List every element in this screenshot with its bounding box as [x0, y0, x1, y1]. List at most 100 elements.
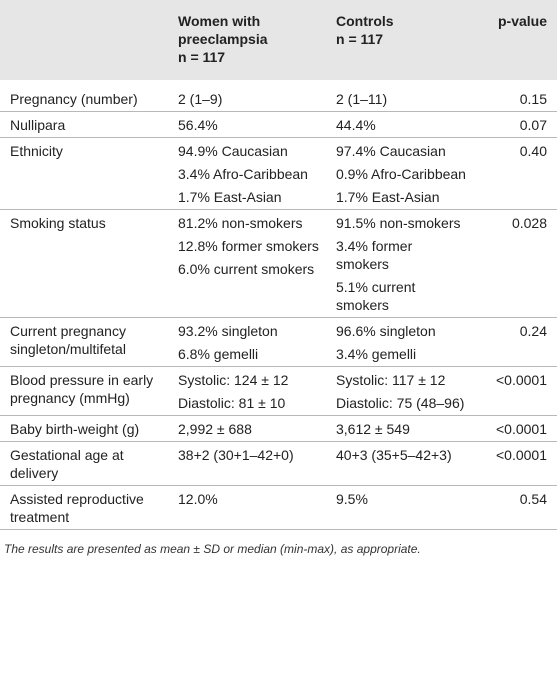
header-sub: n = 117 [178, 49, 226, 65]
cell-entry: <0.0001 [496, 421, 547, 437]
table-cell: 81.2% non-smokers 12.8% former smokers 6.0… [168, 209, 326, 318]
table-row: Assisted reproductive treatment 12.0% 9.5%… [0, 485, 557, 530]
cell-entry: 3,612 ± 549 [336, 421, 410, 437]
cell-entry: 9.5% [336, 491, 368, 507]
table-cell: 0.40 [473, 137, 557, 210]
table-cell: 3,612 ± 549 [326, 415, 473, 442]
table-cell: 38+2 (30+1–42+0) [168, 441, 326, 486]
cell-entry: Diastolic: 81 ± 10 [178, 395, 286, 411]
table-cell: 0.028 [473, 209, 557, 318]
table-cell: 93.2% singleton 6.8% gemelli [168, 317, 326, 367]
table-cell: 0.07 [473, 111, 557, 138]
cell-entry: 6.8% gemelli [178, 346, 259, 362]
table-row: Ethnicity 94.9% Caucasian 3.4% Afro-Caribb… [0, 137, 557, 210]
table-row: Current pregnancy singleton/multifetal 93… [0, 317, 557, 367]
table-cell: 0.24 [473, 317, 557, 367]
header-row: Women with preeclampsia n = 117 Controls n … [0, 0, 557, 80]
table-cell: Systolic: 124 ± 12 Diastolic: 81 ± 10 [168, 366, 326, 416]
table-cell: 91.5% non-smokers 3.4% former smokers 5.1%… [326, 209, 473, 318]
table-cell: 0.54 [473, 485, 557, 530]
table-cell: 2 (1–9) [168, 80, 326, 112]
row-label: Smoking status [0, 209, 168, 318]
table-cell: 2 (1–11) [326, 80, 473, 112]
cell-entry: 97.4% Caucasian [336, 143, 446, 159]
cell-entry: 0.028 [511, 215, 547, 231]
cell-entry: 0.40 [519, 143, 547, 159]
table-row: Pregnancy (number) 2 (1–9) 2 (1–11) 0.15 [0, 80, 557, 112]
cell-entry: 2 (1–9) [178, 91, 223, 107]
table-cell: 12.0% [168, 485, 326, 530]
row-label: Ethnicity [0, 137, 168, 210]
cell-entry: Systolic: 117 ± 12 [336, 372, 446, 388]
cell-entry: Diastolic: 75 (48–96) [336, 395, 465, 411]
table-row: Baby birth-weight (g) 2,992 ± 688 3,612 ± … [0, 415, 557, 442]
table-cell: 9.5% [326, 485, 473, 530]
table-body: Pregnancy (number) 2 (1–9) 2 (1–11) 0.15 Nul… [0, 80, 557, 530]
cell-entry: Baby birth-weight (g) [10, 421, 140, 437]
cell-entry: Smoking status [10, 215, 106, 231]
table-cell: 94.9% Caucasian 3.4% Afro-Caribbean 1.7% E… [168, 137, 326, 210]
table-cell: 40+3 (35+5–42+3) [326, 441, 473, 486]
cell-entry: Gestational age at delivery [10, 447, 124, 481]
row-label: Current pregnancy singleton/multifetal [0, 317, 168, 367]
table-header: Women with preeclampsia n = 117 Controls n … [0, 0, 557, 80]
header-title: Women with preeclampsia [178, 13, 268, 47]
table-cell: <0.0001 [473, 441, 557, 486]
cell-entry: 56.4% [178, 117, 218, 133]
cell-entry: 38+2 (30+1–42+0) [178, 447, 294, 463]
header-title: Controls [336, 13, 394, 29]
cell-entry: 3.4% gemelli [336, 346, 417, 362]
cell-entry: Ethnicity [10, 143, 63, 159]
cell-entry: 12.8% former smokers [178, 238, 319, 254]
cell-entry: 81.2% non-smokers [178, 215, 303, 231]
row-label: Assisted reproductive treatment [0, 485, 168, 530]
cell-entry: 0.15 [519, 91, 547, 107]
header-cell: Controls n = 117 [326, 0, 473, 80]
table-cell: 2,992 ± 688 [168, 415, 326, 442]
cell-entry: Systolic: 124 ± 12 [178, 372, 289, 388]
table-cell: Systolic: 117 ± 12 Diastolic: 75 (48–96) [326, 366, 473, 416]
header-cell: Women with preeclampsia n = 117 [168, 0, 326, 80]
table-cell: 97.4% Caucasian 0.9% Afro-Caribbean 1.7% E… [326, 137, 473, 210]
cell-entry: 0.07 [519, 117, 547, 133]
cell-entry: 6.0% current smokers [178, 261, 315, 277]
cell-entry: 44.4% [336, 117, 376, 133]
cell-entry: Assisted reproductive treatment [10, 491, 144, 525]
table-note: The results are presented as mean ± SD o… [4, 542, 421, 556]
header-cell: p-value [473, 0, 557, 80]
cell-entry: 93.2% singleton [178, 323, 278, 339]
data-table: Women with preeclampsia n = 117 Controls n … [0, 0, 557, 530]
row-label: Nullipara [0, 111, 168, 138]
cell-entry: 2 (1–11) [336, 91, 388, 107]
table-cell: <0.0001 [473, 415, 557, 442]
row-label: Baby birth-weight (g) [0, 415, 168, 442]
table-cell: 96.6% singleton 3.4% gemelli [326, 317, 473, 367]
cell-entry: 0.9% Afro-Caribbean [336, 166, 466, 182]
cell-entry: 0.54 [519, 491, 547, 507]
table-cell: <0.0001 [473, 366, 557, 416]
table-row: Blood pressure in early pregnancy (mmHg)… [0, 366, 557, 416]
cell-entry: Nullipara [10, 117, 66, 133]
cell-entry: Blood pressure in early pregnancy (mmHg) [10, 372, 154, 406]
cell-entry: <0.0001 [496, 372, 547, 388]
cell-entry: 12.0% [178, 491, 218, 507]
cell-entry: 94.9% Caucasian [178, 143, 288, 159]
cell-entry: 96.6% singleton [336, 323, 436, 339]
cell-entry: Current pregnancy singleton/multifetal [10, 323, 126, 357]
row-label: Pregnancy (number) [0, 80, 168, 112]
table-row: Gestational age at delivery 38+2 (30+1–42… [0, 441, 557, 486]
cell-entry: 1.7% East-Asian [336, 189, 440, 205]
cell-entry: 5.1% current smokers [336, 279, 416, 313]
table-cell: 44.4% [326, 111, 473, 138]
cell-entry: 2,992 ± 688 [178, 421, 252, 437]
cell-entry: 1.7% East-Asian [178, 189, 282, 205]
table-cell: 0.15 [473, 80, 557, 112]
cell-entry: 3.4% Afro-Caribbean [178, 166, 308, 182]
header-sub: n = 117 [336, 31, 384, 47]
cell-entry: Pregnancy (number) [10, 91, 138, 107]
cell-entry: 0.24 [519, 323, 547, 339]
cell-entry: 3.4% former smokers [336, 238, 413, 272]
row-label: Gestational age at delivery [0, 441, 168, 486]
table-row: Smoking status 81.2% non-smokers 12.8% for… [0, 209, 557, 318]
